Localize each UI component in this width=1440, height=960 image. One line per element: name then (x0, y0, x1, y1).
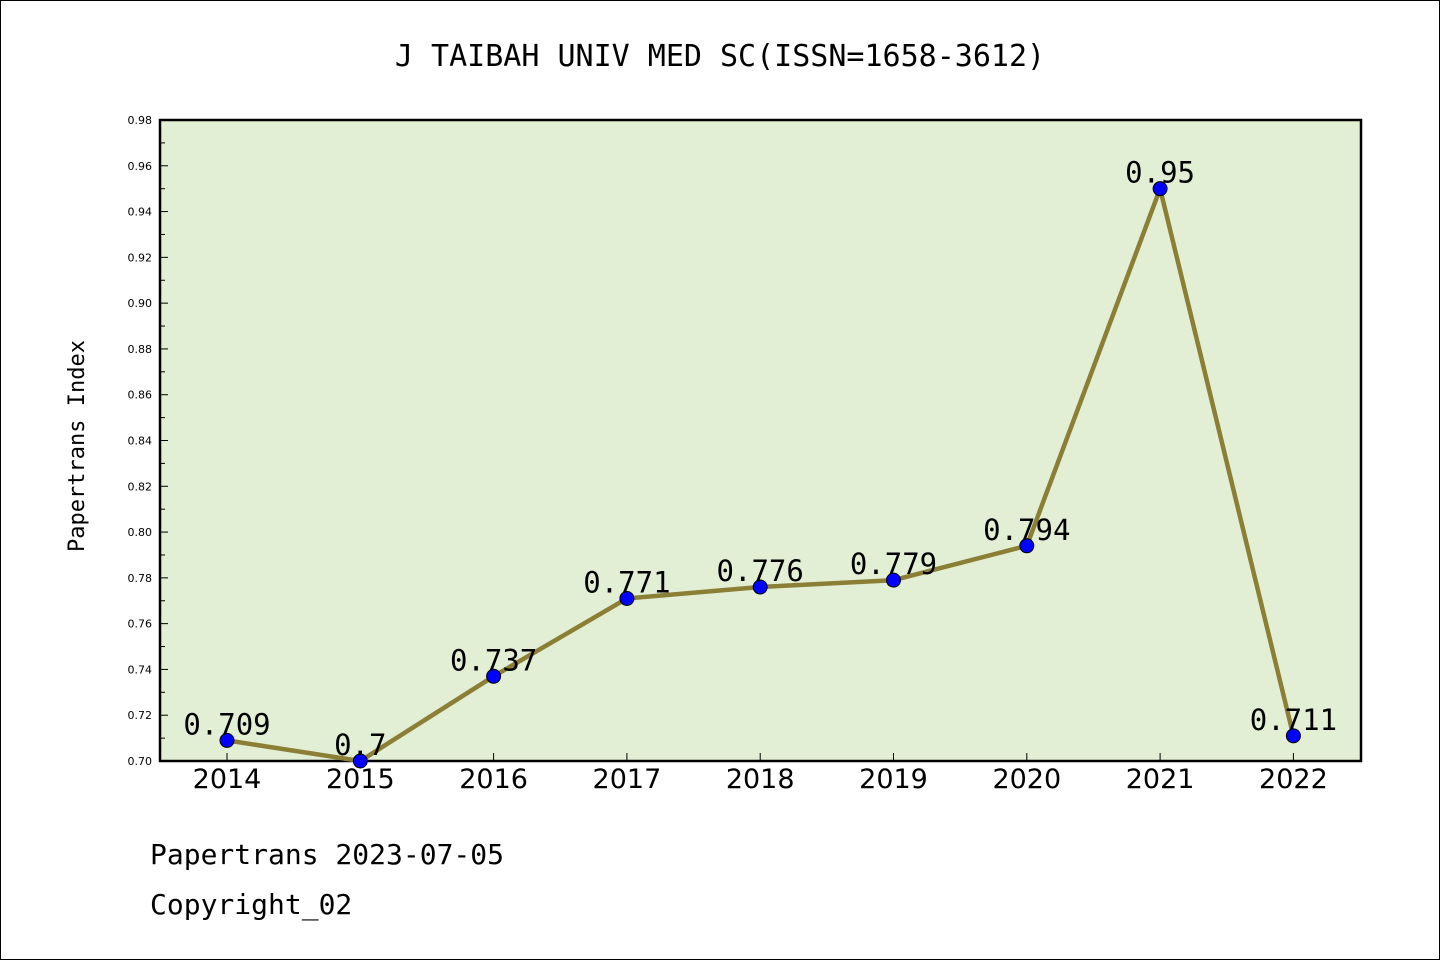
plot-area (158, 118, 1363, 763)
data-point (486, 668, 502, 684)
y-tick-label: 0.84 (128, 435, 153, 448)
y-axis-label: Papertrans Index (65, 340, 90, 552)
data-markers (219, 181, 1301, 769)
data-point (219, 732, 235, 748)
y-tick-label: 0.80 (128, 526, 153, 539)
data-point (1152, 181, 1168, 197)
data-point (1019, 538, 1035, 554)
y-tick-label: 0.88 (128, 343, 153, 356)
x-tick-label: 2015 (326, 764, 395, 795)
y-tick-label: 0.76 (128, 618, 153, 631)
x-axis-ticks: 2014 2015 2016 2017 2018 2019 2020 2021 2022 (193, 753, 1328, 795)
y-tick-label: 0.86 (128, 389, 153, 402)
x-tick-label: 2014 (193, 764, 262, 795)
y-tick-label: 0.90 (128, 297, 153, 310)
x-tick-label: 2020 (992, 764, 1061, 795)
footer-date: Papertrans 2023-07-05 (150, 838, 504, 871)
y-tick-label: 0.94 (128, 206, 153, 219)
data-point (752, 579, 768, 595)
footer-copyright: Copyright_02 (150, 888, 352, 922)
y-tick-label: 0.78 (128, 572, 153, 585)
x-tick-label: 2021 (1126, 764, 1195, 795)
y-tick-label: 0.98 (128, 114, 153, 127)
y-tick-label: 0.96 (128, 160, 153, 173)
x-tick-label: 2018 (726, 764, 795, 795)
x-tick-label: 2022 (1259, 764, 1328, 795)
y-tick-label: 0.72 (128, 709, 153, 722)
data-point (886, 572, 901, 588)
x-tick-label: 2019 (859, 764, 928, 795)
chart-title: J TAIBAH UNIV MED SC(ISSN=1658-3612) (395, 39, 1045, 74)
data-label: 0.776 (717, 554, 804, 588)
data-label: 0.7 (334, 728, 386, 762)
data-label: 0.95 (1125, 156, 1195, 190)
y-tick-label: 0.82 (128, 480, 153, 493)
x-tick-label: 2016 (459, 764, 528, 795)
data-point (619, 590, 635, 606)
data-label: 0.711 (1250, 703, 1337, 737)
data-label: 0.709 (183, 707, 270, 741)
y-axis-ticks: 0.70 0.72 0.74 0.76 0.78 0.80 0.82 0.84 0.86 0.88… (128, 114, 168, 768)
data-label: 0.779 (850, 547, 937, 581)
data-label: 0.737 (450, 643, 537, 677)
x-tick-label: 2017 (593, 764, 662, 795)
y-tick-label: 0.70 (128, 755, 153, 768)
data-point (1285, 728, 1301, 744)
data-label: 0.794 (983, 513, 1070, 547)
data-label: 0.771 (583, 565, 670, 599)
y-tick-label: 0.92 (128, 251, 153, 264)
y-tick-label: 0.74 (128, 663, 153, 676)
data-labels: 0.709 0.7 0.737 0.771 0.776 0.779 0.794 0.95 0.7… (183, 156, 1337, 762)
data-point (352, 753, 368, 769)
